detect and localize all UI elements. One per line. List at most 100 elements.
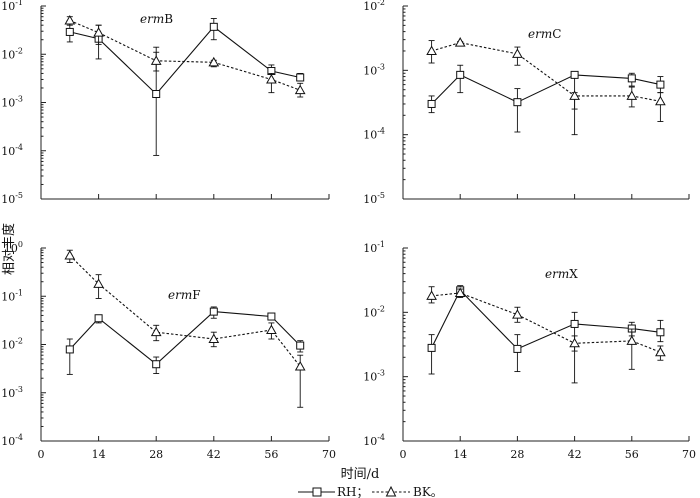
gene-label: ermX: [545, 267, 578, 281]
data-point-bk: [93, 278, 104, 288]
y-tick-label: 10-4: [363, 433, 385, 448]
y-tick-label: 10-5: [1, 191, 23, 206]
chart-panel-top-left: 10-1 10-2 10-3 10-4 10-5 ermB: [1, 0, 330, 206]
y-axis-label: 相对丰度: [1, 223, 17, 275]
gene-label: ermC: [528, 27, 561, 41]
chart-panel-top-right: 10-2 10-3 10-4 10-5 ermC: [363, 0, 690, 206]
data-point-rh: [296, 73, 305, 82]
data-point-rh: [209, 307, 218, 316]
series-rh: [65, 18, 305, 156]
y-tick-label: 10-2: [1, 46, 23, 61]
series-rh: [65, 306, 305, 375]
data-point-rh: [513, 98, 522, 107]
x-tick-label: 56: [625, 448, 639, 461]
legend: RH； BK。: [298, 485, 443, 498]
data-point-rh: [570, 319, 579, 328]
data-point-bk: [266, 73, 277, 84]
data-point-bk: [454, 287, 466, 297]
y-tick-label: 10-5: [363, 191, 385, 206]
y-tick-label: 10-4: [1, 433, 23, 448]
x-tick-label: 56: [264, 448, 278, 461]
data-point-bk: [294, 84, 306, 95]
legend-bk-marker: [385, 485, 397, 497]
gene-label: ermF: [168, 288, 201, 302]
y-tick-label: 10-2: [363, 0, 385, 13]
data-point-bk: [655, 346, 666, 357]
gene-label: ermB: [140, 12, 173, 26]
data-point-bk: [150, 55, 162, 65]
legend-rh-marker: [312, 487, 322, 497]
data-point-rh: [427, 99, 436, 108]
y-tick-label: 10-4: [1, 143, 23, 158]
data-point-bk: [426, 45, 437, 55]
y-tick-label: 10-3: [363, 369, 385, 384]
series-line-bk: [69, 19, 301, 91]
data-point-bk: [512, 48, 523, 58]
x-tick-label: 0: [400, 448, 407, 461]
y-tick-label: 10-1: [1, 0, 23, 13]
data-point-rh: [65, 27, 74, 36]
chart-panel-bottom-left: 100 10-1 10-2 10-3 10-4 0 14 28 42 56 70 ermF: [1, 240, 336, 461]
data-point-bk: [626, 335, 638, 345]
x-tick-label: 0: [38, 448, 45, 461]
data-point-bk: [655, 95, 666, 106]
chart-panel-bottom-right: 10-1 10-2 10-3 10-4 0 14 28 42 56 70 ermX: [363, 240, 696, 461]
data-point-rh: [627, 74, 636, 83]
y-tick-label: 10-2: [1, 337, 23, 352]
data-point-bk: [426, 290, 437, 300]
series-line-rh: [431, 289, 661, 350]
x-tick-label: 70: [322, 448, 336, 461]
data-point-bk: [150, 326, 162, 337]
data-point-rh: [656, 328, 665, 337]
data-point-rh: [427, 343, 436, 352]
series-line-rh: [431, 74, 661, 105]
x-tick-label: 28: [510, 448, 524, 461]
data-point-bk: [569, 90, 580, 100]
data-point-bk: [626, 90, 638, 100]
data-point-bk: [512, 309, 523, 319]
data-point-rh: [570, 70, 579, 79]
series-bk: [426, 37, 666, 122]
chart-panels: 10-1 10-2 10-3 10-4 10-5 ermB 10-2 10-3 10-4 10-5…: [1, 0, 696, 461]
x-tick-label: 28: [149, 448, 163, 461]
data-point-bk: [64, 15, 76, 25]
data-point-rh: [513, 344, 522, 353]
data-point-rh: [209, 22, 218, 31]
series-bk: [64, 249, 306, 408]
legend-rh-label: RH；: [337, 485, 369, 498]
series-line-bk: [431, 42, 661, 102]
data-point-bk: [569, 337, 580, 348]
y-tick-label: 10-2: [363, 304, 385, 319]
x-axis-label: 时间/d: [341, 467, 380, 482]
data-point-rh: [152, 90, 161, 99]
series-rh: [427, 285, 665, 384]
series-bk: [64, 15, 306, 98]
data-point-rh: [296, 341, 305, 350]
series-line-bk: [69, 255, 301, 367]
series-line-rh: [69, 26, 301, 95]
data-point-bk: [266, 324, 277, 334]
x-tick-label: 70: [682, 448, 696, 461]
data-point-rh: [456, 70, 465, 79]
y-tick-label: 10-3: [1, 385, 23, 400]
x-tick-label: 14: [92, 448, 106, 461]
data-point-rh: [94, 314, 103, 323]
y-tick-label: 100: [4, 240, 23, 255]
x-tick-label: 42: [568, 448, 582, 461]
data-point-bk: [64, 249, 76, 260]
data-point-bk: [208, 56, 220, 67]
data-point-rh: [65, 345, 74, 354]
data-point-rh: [152, 360, 161, 369]
y-tick-label: 10-1: [1, 288, 23, 303]
x-tick-label: 14: [453, 448, 467, 461]
data-point-bk: [208, 333, 220, 344]
data-point-bk: [294, 360, 306, 371]
y-tick-label: 10-3: [363, 62, 385, 77]
data-point-rh: [267, 312, 276, 321]
series-line-bk: [431, 292, 661, 353]
data-point-bk: [454, 37, 466, 47]
data-point-bk: [93, 27, 104, 37]
legend-bk-label: BK。: [413, 485, 443, 498]
y-tick-label: 10-4: [363, 127, 385, 142]
